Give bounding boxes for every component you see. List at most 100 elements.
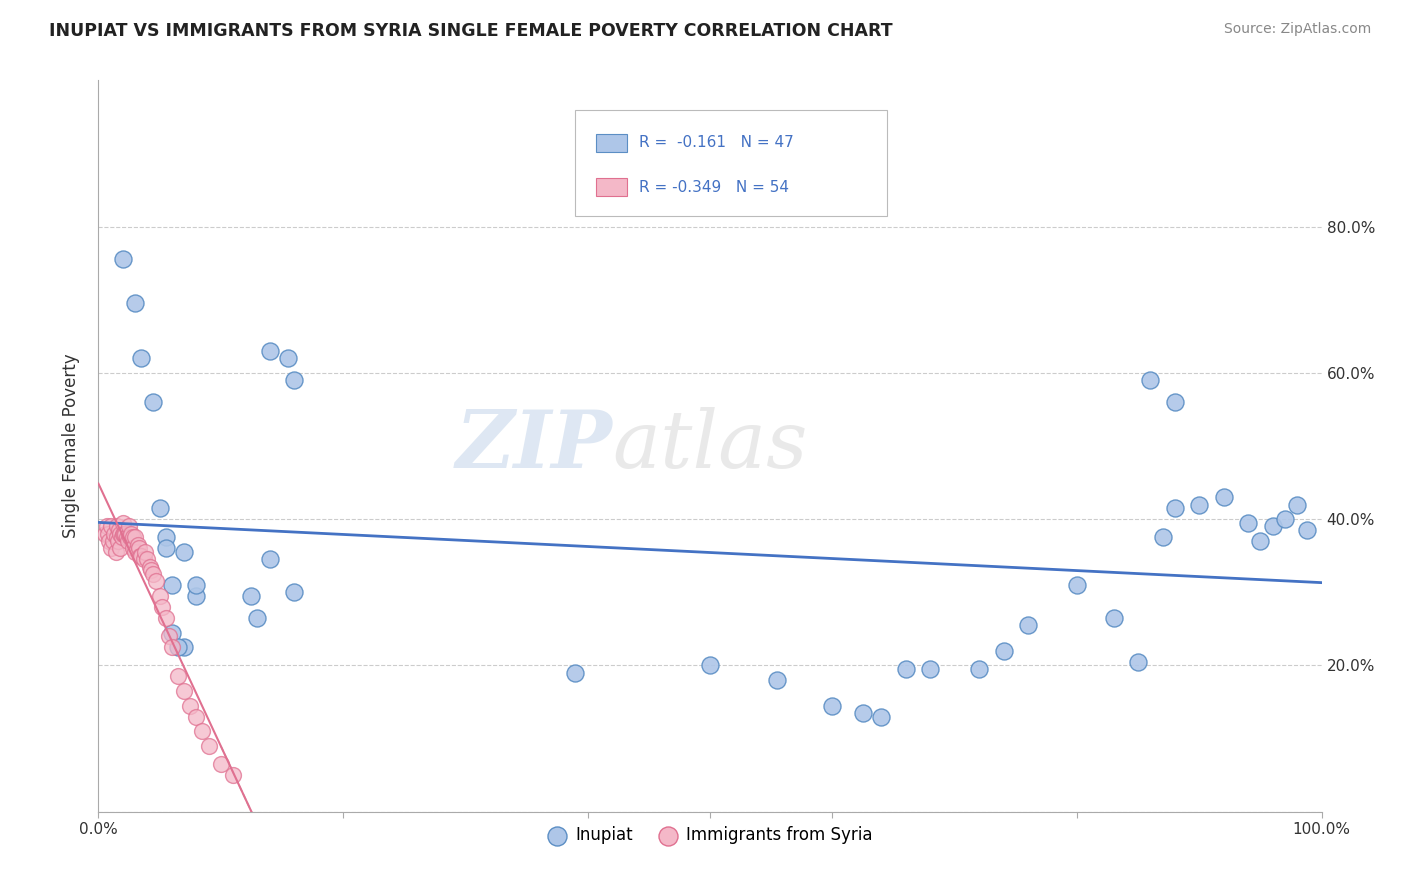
Text: Source: ZipAtlas.com: Source: ZipAtlas.com — [1223, 22, 1371, 37]
Point — [96, 519, 118, 533]
Point — [222, 768, 245, 782]
Point — [139, 559, 162, 574]
Point — [283, 585, 305, 599]
Point — [118, 519, 141, 533]
Point — [115, 530, 138, 544]
Point — [186, 578, 208, 592]
Point — [1296, 523, 1319, 537]
Text: R = -0.349   N = 54: R = -0.349 N = 54 — [640, 180, 789, 194]
Point — [240, 589, 263, 603]
Point — [132, 552, 155, 566]
Point — [103, 526, 125, 541]
Point — [1139, 373, 1161, 387]
Point — [155, 530, 177, 544]
Point — [98, 534, 121, 549]
Point — [259, 552, 281, 566]
Point — [129, 549, 152, 563]
Point — [967, 662, 990, 676]
Point — [121, 541, 143, 556]
Point — [107, 534, 129, 549]
Point — [149, 589, 172, 603]
Point — [186, 589, 208, 603]
Point — [111, 530, 134, 544]
Point — [100, 541, 122, 556]
Point — [179, 698, 201, 713]
Point — [101, 534, 124, 549]
Point — [149, 501, 172, 516]
Point — [993, 644, 1015, 658]
Point — [1164, 395, 1187, 409]
Point — [136, 552, 159, 566]
Point — [155, 541, 177, 556]
Point — [124, 530, 146, 544]
Point — [155, 611, 177, 625]
Point — [120, 530, 142, 544]
Point — [160, 640, 183, 655]
Point — [160, 625, 183, 640]
Point — [114, 526, 136, 541]
Point — [128, 541, 150, 556]
Text: INUPIAT VS IMMIGRANTS FROM SYRIA SINGLE FEMALE POVERTY CORRELATION CHART: INUPIAT VS IMMIGRANTS FROM SYRIA SINGLE … — [49, 22, 893, 40]
Point — [167, 669, 190, 683]
Point — [1188, 498, 1211, 512]
Point — [173, 545, 195, 559]
Point — [173, 640, 195, 655]
Point — [120, 526, 142, 541]
Point — [1261, 519, 1284, 533]
Point — [1237, 516, 1260, 530]
Point — [920, 662, 942, 676]
Text: R =  -0.161   N = 47: R = -0.161 N = 47 — [640, 136, 794, 151]
Point — [259, 343, 281, 358]
Point — [142, 567, 165, 582]
Point — [766, 673, 789, 687]
Point — [145, 574, 167, 589]
Point — [104, 545, 127, 559]
Point — [699, 658, 721, 673]
Point — [870, 709, 893, 723]
Point — [1128, 655, 1150, 669]
FancyBboxPatch shape — [596, 178, 627, 196]
Point — [142, 395, 165, 409]
FancyBboxPatch shape — [596, 134, 627, 152]
Point — [277, 351, 299, 366]
Point — [124, 545, 146, 559]
Point — [564, 665, 586, 680]
Point — [112, 526, 135, 541]
Point — [129, 549, 152, 563]
Text: ZIP: ZIP — [456, 408, 612, 484]
Legend: Inupiat, Immigrants from Syria: Inupiat, Immigrants from Syria — [540, 820, 880, 851]
Point — [157, 629, 180, 643]
Point — [118, 526, 141, 541]
Point — [197, 739, 219, 753]
Point — [1286, 498, 1309, 512]
Y-axis label: Single Female Poverty: Single Female Poverty — [62, 354, 80, 538]
Point — [134, 545, 156, 559]
Point — [186, 709, 208, 723]
Point — [1164, 501, 1187, 516]
Point — [150, 599, 173, 614]
Point — [121, 530, 143, 544]
Point — [1017, 618, 1039, 632]
Point — [283, 373, 305, 387]
Point — [1212, 490, 1234, 504]
Point — [167, 640, 190, 655]
Text: atlas: atlas — [612, 408, 807, 484]
Point — [127, 538, 149, 552]
Point — [246, 611, 269, 625]
Point — [117, 534, 139, 549]
Point — [129, 351, 152, 366]
Point — [1274, 512, 1296, 526]
Point — [1066, 578, 1088, 592]
Point — [852, 706, 875, 720]
FancyBboxPatch shape — [575, 110, 887, 216]
Point — [1102, 611, 1125, 625]
Point — [105, 530, 128, 544]
Point — [110, 526, 132, 541]
Point — [139, 563, 162, 577]
Point — [894, 662, 917, 676]
Point — [97, 526, 120, 541]
Point — [209, 757, 232, 772]
Point — [1152, 530, 1174, 544]
Point — [111, 526, 134, 541]
Point — [173, 684, 195, 698]
